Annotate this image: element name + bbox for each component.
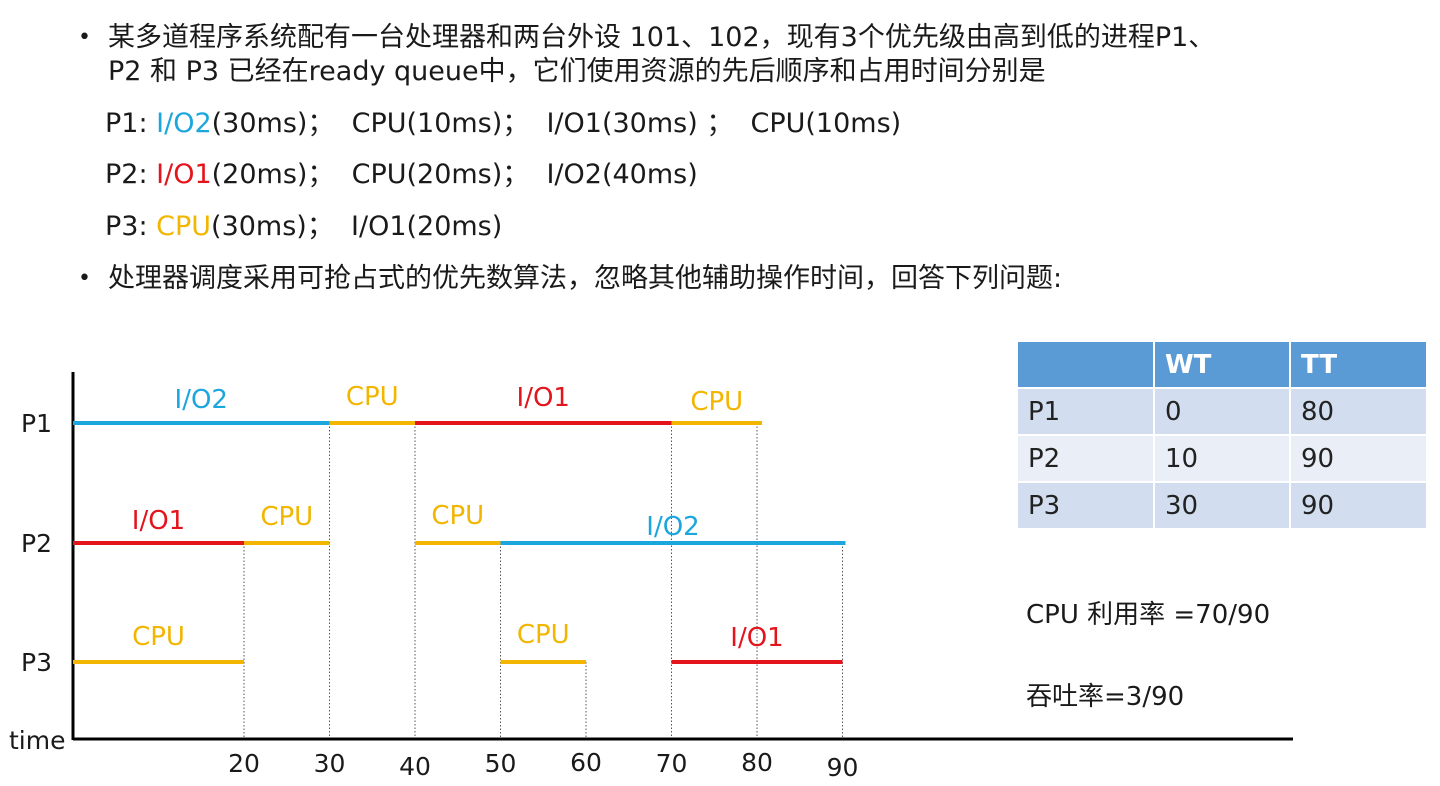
segment-label: I/O2 [175,385,228,415]
table-header-wt: WT [1153,340,1291,389]
segment-label: I/O1 [730,623,783,653]
row-label-p3: P3 [21,648,52,677]
segment-label: CPU [517,620,570,650]
process-p1-rest: (30ms)； CPU(10ms)； I/O1(30ms) ； CPU(10ms… [211,108,902,139]
segment-label: CPU [260,502,313,532]
table-cell: 90 [1289,481,1428,530]
process-p2-text: P2: I/O1(20ms)； CPU(20ms)； I/O2(40ms) [105,159,698,191]
segment-label: CPU [132,622,185,652]
cpu-utilization: CPU 利用率 =70/90 [1026,600,1271,630]
segment-label: CPU [346,382,399,412]
table-cell: 0 [1153,387,1291,436]
time-axis-label: time [9,726,65,755]
bullet-dot: • [78,266,91,291]
segment-label: I/O2 [646,512,699,542]
segment-label: I/O1 [132,506,185,536]
table-header-tt: TT [1289,340,1428,389]
segment-label: CPU [431,501,484,531]
process-p1-text: P1: I/O2(30ms)； CPU(10ms)； I/O1(30ms) ； … [105,108,901,140]
row-label-p1: P1 [21,409,52,438]
process-p3-prefix: P3: [105,211,157,242]
table-cell: 10 [1153,434,1291,483]
bullet-dot: • [78,25,91,50]
table-cell: 30 [1153,481,1291,530]
intro-line-1: 某多道程序系统配有一台处理器和两台外设 101、102，现有3个优先级由高到低的… [108,22,1216,53]
process-p3-first: CPU [156,211,212,242]
tick-label: 60 [570,748,602,777]
process-p3-text: P3: CPU(30ms)； I/O1(20ms) [105,211,502,243]
table-header-row: WT TT [1016,340,1428,389]
process-p2-rest: (20ms)； CPU(20ms)； I/O2(40ms) [211,159,698,190]
tick-label: 90 [827,753,859,782]
table-cell: P2 [1016,434,1155,483]
process-p2-first: I/O1 [156,159,212,190]
question-line: 处理器调度采用可抢占式的优先数算法，忽略其他辅助操作时间，回答下列问题: [108,263,1063,294]
tick-label: 50 [485,749,517,778]
tick-label: 20 [228,749,260,778]
process-p3-rest: (30ms)； I/O1(20ms) [211,211,503,242]
throughput: 吞吐率=3/90 [1026,682,1185,712]
table-row: P2 10 90 [1016,434,1428,483]
process-p1-prefix: P1: [105,108,157,139]
table-row: P1 0 80 [1016,387,1428,436]
table-cell: P3 [1016,481,1155,530]
table-cell: P1 [1016,387,1155,436]
tick-label: 30 [314,749,346,778]
intro-line-2: P2 和 P3 已经在ready queue中，它们使用资源的先后顺序和占用时间… [108,56,1046,87]
table-cell: 90 [1289,434,1428,483]
table-cell: 80 [1289,387,1428,436]
table-row: P3 30 90 [1016,481,1428,530]
tick-label: 40 [399,752,431,781]
segment-label: CPU [690,387,743,417]
row-label-p2: P2 [21,529,52,558]
tick-label: 80 [741,748,773,777]
table-header-cell [1016,340,1155,389]
process-p2-prefix: P2: [105,159,157,190]
stats-table: WT TT P1 0 80 P2 10 90 P3 30 90 [1016,340,1428,530]
process-p1-first: I/O2 [156,108,212,139]
tick-label: 70 [656,749,688,778]
segment-label: I/O1 [517,383,570,413]
